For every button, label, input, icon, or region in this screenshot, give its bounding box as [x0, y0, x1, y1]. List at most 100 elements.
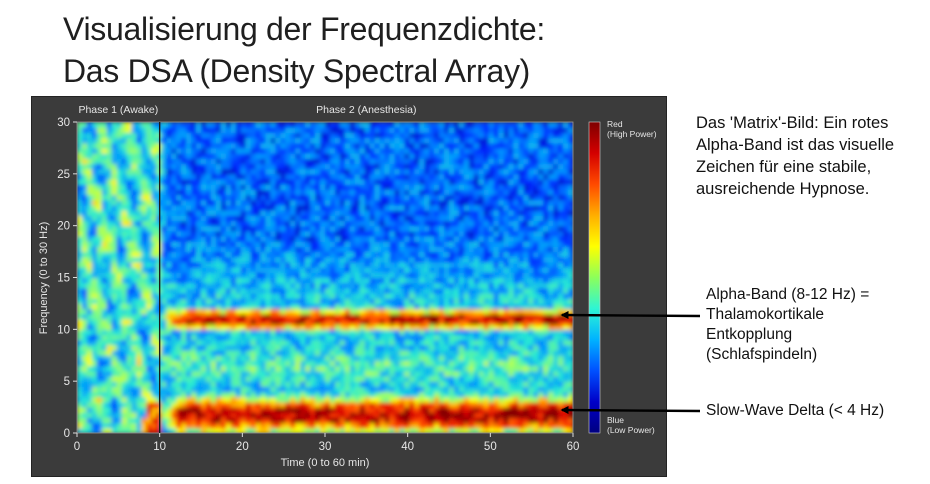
heatmap-cell: [141, 215, 148, 222]
heatmap-cell: [329, 168, 336, 175]
heatmap-cell: [141, 184, 148, 190]
heatmap-cell: [285, 303, 291, 310]
heatmap-cell: [116, 147, 123, 154]
heatmap-cell: [280, 298, 286, 305]
heatmap-cell: [344, 261, 351, 268]
heatmap-cell: [409, 158, 415, 165]
heatmap-cell: [434, 277, 440, 284]
heatmap-cell: [191, 204, 197, 211]
heatmap-cell: [434, 147, 440, 154]
heatmap-cell: [151, 370, 157, 377]
heatmap-cell: [131, 360, 138, 367]
heatmap-cell: [290, 184, 296, 190]
heatmap-cell: [449, 158, 455, 165]
heatmap-cell: [359, 127, 366, 133]
heatmap-cell: [334, 277, 341, 284]
heatmap-cell: [325, 298, 331, 305]
heatmap-cell: [235, 267, 242, 273]
heatmap-cell: [414, 303, 420, 310]
heatmap-cell: [191, 153, 197, 159]
heatmap-cell: [463, 179, 470, 185]
heatmap-cell: [429, 236, 435, 242]
heatmap-cell: [106, 236, 113, 242]
heatmap-cell: [285, 210, 291, 216]
heatmap-cell: [121, 355, 128, 362]
heatmap-cell: [429, 391, 435, 398]
heatmap-cell: [320, 313, 326, 320]
heatmap-cell: [285, 179, 291, 185]
heatmap-cell: [215, 137, 222, 144]
heatmap-cell: [424, 412, 430, 419]
heatmap-cell: [181, 137, 187, 144]
heatmap-cell: [101, 236, 108, 242]
heatmap-cell: [369, 360, 376, 367]
heatmap-cell: [329, 355, 336, 362]
heatmap-cell: [295, 329, 301, 336]
heatmap-cell: [473, 132, 480, 139]
heatmap-cell: [473, 360, 480, 367]
heatmap-cell: [86, 132, 93, 139]
heatmap-cell: [439, 122, 445, 128]
heatmap-cell: [339, 350, 346, 356]
heatmap-cell: [91, 272, 98, 279]
heatmap-cell: [215, 396, 222, 403]
heatmap-cell: [310, 236, 316, 242]
heatmap-cell: [305, 168, 311, 175]
heatmap-cell: [300, 293, 306, 299]
heatmap-cell: [86, 422, 93, 429]
heatmap-cell: [374, 147, 381, 154]
heatmap-cell: [86, 272, 93, 279]
heatmap-cell: [161, 272, 167, 279]
heatmap-cell: [215, 417, 222, 424]
heatmap-cell: [473, 350, 480, 356]
heatmap-cell: [166, 386, 172, 393]
heatmap-cell: [91, 168, 98, 175]
heatmap-cell: [186, 158, 192, 165]
heatmap-cell: [453, 329, 460, 336]
heatmap-cell: [196, 417, 202, 424]
heatmap-cell: [424, 267, 430, 273]
heatmap-cell: [429, 334, 435, 341]
heatmap-cell: [295, 350, 301, 356]
heatmap-cell: [210, 282, 217, 289]
heatmap-cell: [339, 194, 346, 201]
heatmap-cell: [146, 127, 152, 133]
heatmap-cell: [235, 241, 242, 247]
heatmap-cell: [205, 132, 212, 139]
heatmap-cell: [439, 168, 445, 175]
heatmap-cell: [91, 137, 98, 144]
heatmap-cell: [86, 350, 93, 356]
heatmap-cell: [379, 199, 386, 206]
heatmap-cell: [275, 298, 281, 305]
heatmap-cell: [310, 339, 316, 346]
heatmap-cell: [315, 122, 321, 128]
heatmap-cell: [131, 179, 138, 185]
heatmap-cell: [250, 225, 257, 232]
heatmap-cell: [379, 401, 386, 408]
heatmap-cell: [161, 199, 167, 206]
heatmap-cell: [250, 256, 257, 263]
heatmap-cell: [374, 427, 381, 433]
heatmap-cell: [354, 267, 361, 273]
heatmap-cell: [220, 417, 227, 424]
heatmap-cell: [300, 225, 306, 232]
heatmap-cell: [329, 153, 336, 159]
heatmap-cell: [310, 391, 316, 398]
heatmap-cell: [210, 158, 217, 165]
heatmap-cell: [220, 412, 227, 419]
heatmap-cell: [389, 344, 396, 351]
heatmap-cell: [334, 282, 341, 289]
heatmap-cell: [429, 324, 435, 330]
heatmap-cell: [453, 267, 460, 273]
heatmap-cell: [359, 339, 366, 346]
heatmap-cell: [409, 204, 415, 211]
heatmap-cell: [215, 122, 222, 128]
heatmap-cell: [116, 277, 123, 284]
heatmap-cell: [260, 127, 267, 133]
heatmap-cell: [181, 127, 187, 133]
heatmap-cell: [379, 256, 386, 263]
heatmap-cell: [473, 324, 480, 330]
heatmap-cell: [210, 339, 217, 346]
heatmap-cell: [285, 350, 291, 356]
heatmap-cell: [141, 204, 148, 211]
